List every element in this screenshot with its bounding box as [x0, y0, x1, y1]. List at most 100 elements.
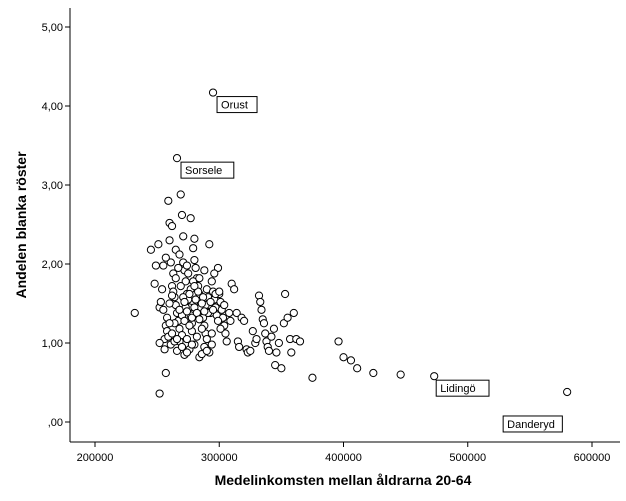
- data-point: [277, 364, 286, 373]
- data-point: [230, 285, 239, 294]
- data-point: [202, 334, 211, 344]
- data-point: [184, 269, 193, 278]
- data-point: [165, 236, 174, 245]
- data-point: [396, 370, 405, 379]
- data-point: [267, 332, 276, 341]
- data-point: [191, 263, 200, 273]
- data-point: [174, 263, 183, 273]
- labeled-data-point: [430, 372, 439, 381]
- data-point: [187, 340, 197, 349]
- data-point: [176, 282, 185, 291]
- data-point: [206, 297, 215, 307]
- y-tick-label: 5,00: [42, 22, 63, 34]
- data-point: [221, 329, 230, 338]
- data-point: [256, 297, 265, 307]
- point-label: Lidingö: [440, 383, 475, 395]
- axes: [69, 8, 620, 443]
- data-point: [180, 316, 189, 325]
- data-point: [210, 269, 219, 278]
- point-label: Orust: [221, 100, 248, 112]
- data-point: [279, 319, 288, 328]
- data-point: [205, 240, 214, 249]
- data-point: [182, 261, 192, 270]
- x-tick-label: 200000: [77, 452, 114, 464]
- data-point: [213, 263, 223, 273]
- data-point: [176, 190, 185, 199]
- y-ticks: ,00 1,00 2,00 3,00 4,00 5,00: [42, 22, 70, 429]
- data-point: [226, 316, 235, 325]
- data-point: [160, 345, 169, 354]
- data-point: [155, 338, 164, 348]
- data-point: [207, 277, 216, 286]
- point-label-box: [502, 415, 563, 433]
- data-point: [240, 316, 249, 325]
- data-point: [259, 319, 269, 328]
- data-point: [213, 316, 223, 325]
- y-tick-label: 3,00: [42, 180, 63, 192]
- data-point: [165, 299, 174, 308]
- data-point: [272, 348, 281, 357]
- data-point: [190, 255, 199, 265]
- data-point: [157, 285, 167, 294]
- data-point: [167, 329, 177, 338]
- x-tick-label: 300000: [201, 452, 238, 464]
- data-point: [235, 342, 244, 352]
- data-point: [289, 308, 298, 318]
- data-point: [225, 308, 234, 318]
- data-point: [172, 334, 182, 344]
- point-label: Sorsele: [185, 165, 222, 177]
- data-point: [195, 315, 204, 324]
- data-point: [177, 342, 187, 352]
- point-label-box: [180, 161, 235, 179]
- data-point: [207, 329, 216, 338]
- data-point: [215, 287, 224, 296]
- data-point: [202, 346, 211, 355]
- data-point: [197, 324, 206, 333]
- data-point: [353, 364, 362, 373]
- x-tick-label: 600000: [574, 452, 611, 464]
- data-point: [208, 305, 218, 314]
- data-point: [257, 305, 266, 314]
- data-point: [151, 261, 160, 270]
- data-point: [190, 282, 199, 291]
- data-point: [150, 279, 159, 288]
- data-point: [283, 313, 292, 322]
- data-point: [185, 289, 194, 299]
- data-point: [182, 307, 192, 316]
- data-point: [261, 329, 270, 338]
- data-point: [346, 356, 356, 365]
- data-point: [164, 196, 173, 205]
- data-points: [130, 88, 572, 398]
- data-point: [185, 321, 194, 330]
- data-point: [207, 340, 216, 349]
- data-point: [155, 389, 164, 398]
- data-point: [269, 324, 279, 333]
- y-tick-label: 4,00: [42, 101, 63, 113]
- data-point: [161, 368, 170, 378]
- data-point: [166, 258, 175, 267]
- point-labels: Orust Sorsele Lidingö Danderyd: [180, 96, 563, 433]
- data-point: [159, 261, 168, 270]
- data-point: [308, 373, 317, 382]
- data-point: [154, 240, 163, 249]
- data-point: [171, 274, 180, 283]
- data-point: [194, 287, 203, 296]
- point-label-box: [435, 379, 490, 397]
- data-point: [189, 244, 198, 253]
- y-axis-title: Andelen blanka röster: [13, 151, 29, 299]
- data-point: [159, 305, 168, 314]
- x-ticks: 200000 300000 400000 500000 600000: [77, 442, 611, 464]
- data-point: [191, 295, 200, 304]
- labeled-data-point: [172, 154, 182, 163]
- data-point: [222, 337, 231, 346]
- data-point: [146, 245, 156, 254]
- data-point: [248, 327, 257, 336]
- data-point: [195, 274, 204, 283]
- data-point: [334, 337, 343, 346]
- data-point: [187, 313, 197, 322]
- labeled-data-point: [208, 88, 218, 97]
- data-point: [179, 232, 188, 241]
- data-point: [200, 307, 209, 316]
- data-point: [287, 348, 296, 357]
- data-point: [274, 338, 283, 348]
